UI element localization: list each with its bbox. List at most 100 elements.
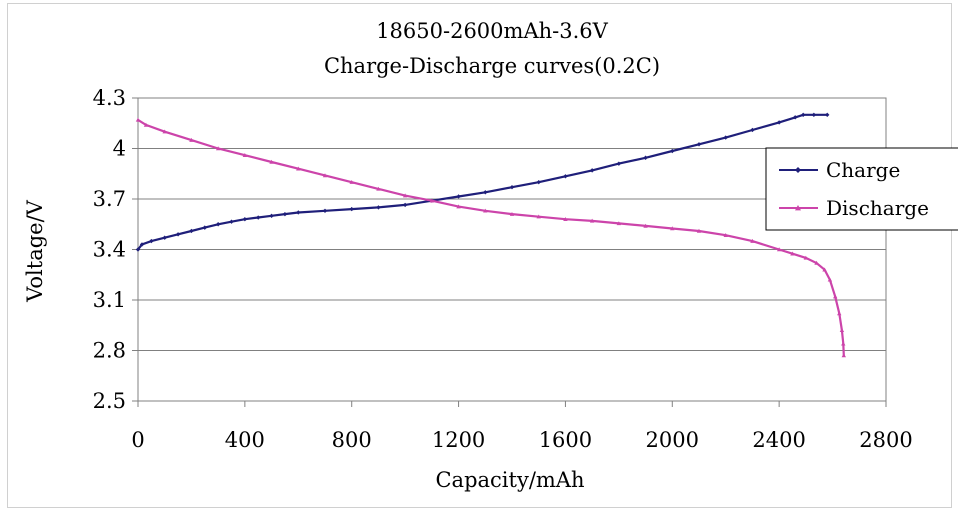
discharge-point — [215, 146, 221, 151]
charge-point — [202, 225, 207, 230]
x-tick-label: 2800 — [859, 428, 912, 452]
y-tick-label: 3.4 — [93, 238, 126, 262]
charge-point — [376, 205, 381, 210]
legend-charge-label: Charge — [826, 158, 900, 182]
discharge-point — [827, 277, 833, 282]
charge-point — [296, 210, 301, 215]
charge-point — [509, 185, 515, 190]
charge-point — [723, 135, 728, 140]
discharge-point — [376, 186, 381, 191]
y-tick-label: 3.1 — [93, 288, 126, 312]
discharge-point — [839, 328, 845, 333]
x-tick-label: 2400 — [752, 428, 805, 452]
y-tick-label: 2.8 — [93, 339, 126, 363]
charge-point — [322, 208, 328, 213]
charge-point — [589, 168, 595, 173]
charge-point — [215, 222, 221, 227]
charge-point — [269, 213, 274, 219]
discharge-point — [143, 122, 149, 127]
charge-point — [670, 148, 675, 154]
charge-point — [139, 242, 145, 247]
charge-line — [137, 113, 828, 251]
discharge-point — [536, 214, 541, 219]
discharge-point — [841, 341, 846, 346]
discharge-point — [242, 153, 248, 157]
chart-container — [7, 3, 952, 508]
x-tick-label: 1200 — [432, 428, 485, 452]
discharge-point — [269, 159, 274, 164]
x-tick-label: 400 — [225, 428, 265, 452]
charge-point — [696, 142, 702, 147]
x-tick-label: 1600 — [539, 428, 592, 452]
discharge-point — [483, 208, 488, 213]
discharge-point — [189, 137, 194, 142]
charge-point — [149, 238, 154, 244]
chart-subtitle: Charge-Discharge curves(0.2C) — [324, 54, 660, 78]
chart-title: 18650-2600mAh-3.6V — [376, 19, 608, 43]
discharge-point — [616, 221, 622, 226]
y-tick-label: 3.7 — [93, 187, 126, 211]
charge-point — [776, 120, 782, 125]
discharge-point — [509, 211, 515, 216]
discharge-point — [402, 193, 408, 198]
charge-point — [256, 215, 261, 220]
discharge-point — [750, 238, 755, 243]
legend-box — [765, 147, 958, 231]
y-axis-label: Voltage/V — [23, 199, 47, 303]
x-tick-label: 0 — [131, 428, 144, 452]
y-tick-label: 4 — [113, 137, 126, 161]
x-axis-ticks: 0 400 800 1200 1600 2000 2400 2800 — [131, 401, 913, 452]
discharge-point — [822, 267, 827, 272]
x-tick-label: 2000 — [646, 428, 699, 452]
x-tick-label: 800 — [332, 428, 372, 452]
charge-point — [536, 179, 541, 185]
discharge-point — [322, 173, 328, 178]
gridlines — [138, 148, 886, 351]
series-layer — [135, 112, 846, 358]
legend-charge-marker — [795, 167, 801, 173]
discharge-point — [349, 179, 354, 184]
discharge-point — [776, 247, 782, 252]
charge-point — [162, 235, 167, 240]
charge-point — [189, 228, 194, 234]
discharge-point — [135, 117, 141, 122]
legend: Charge Discharge — [765, 147, 958, 231]
discharge-point — [429, 198, 435, 203]
legend-discharge-label: Discharge — [826, 196, 929, 220]
discharge-point — [723, 232, 728, 237]
discharge-point — [814, 260, 819, 265]
charge-point — [456, 194, 461, 199]
discharge-point — [837, 311, 842, 316]
charge-point — [800, 112, 806, 118]
charge-point — [792, 115, 798, 120]
legend-discharge-marker — [795, 205, 801, 211]
charge-point — [825, 112, 830, 118]
discharge-point — [296, 166, 301, 171]
y-axis-ticks: 2.5 2.8 3.1 3.4 3.7 4 4.3 — [93, 86, 138, 413]
discharge-point — [833, 294, 838, 299]
charge-point — [349, 206, 354, 212]
discharge-point — [790, 251, 795, 256]
charge-point — [616, 161, 622, 166]
charge-point — [282, 211, 288, 217]
charge-point — [135, 247, 141, 252]
discharge-point — [841, 353, 846, 358]
series-charge — [135, 112, 830, 252]
series-discharge — [135, 117, 846, 358]
discharge-point — [162, 129, 167, 134]
discharge-point — [643, 223, 648, 228]
y-tick-label: 2.5 — [93, 389, 126, 413]
charge-point — [175, 232, 181, 237]
discharge-point — [456, 204, 461, 209]
charge-point — [811, 112, 817, 118]
charge-point — [563, 174, 568, 179]
charge-point — [483, 190, 488, 195]
x-axis-label: Capacity/mAh — [435, 468, 584, 492]
charge-point — [229, 219, 234, 224]
charge-point — [750, 127, 755, 133]
y-tick-label: 4.3 — [93, 86, 126, 110]
charge-point — [402, 202, 408, 208]
discharge-point — [589, 218, 595, 223]
discharge-point — [696, 228, 702, 233]
